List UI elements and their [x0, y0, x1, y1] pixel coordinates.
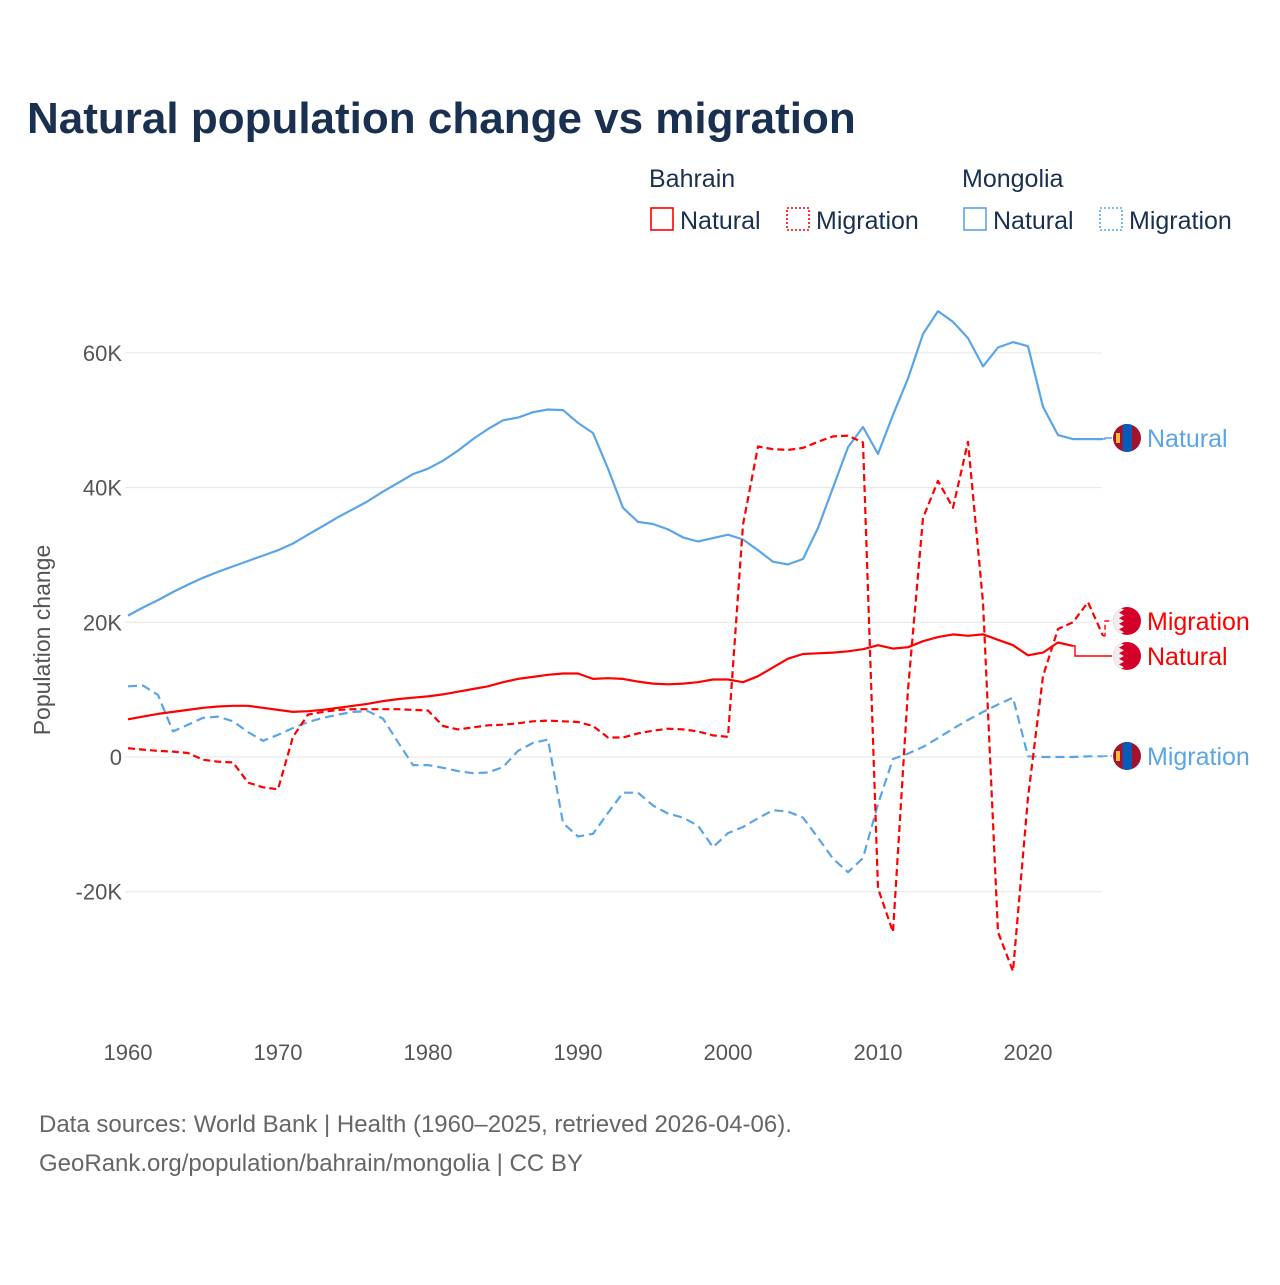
y-tick-label: 40K	[83, 476, 122, 501]
series-line-bahrain-migration	[128, 436, 1103, 972]
mongolia-flag-icon	[1113, 424, 1141, 452]
legend-group-bahrain: Bahrain	[649, 165, 735, 193]
series-line-mongolia-migration	[128, 686, 1103, 873]
end-label-bahrain-natural: Natural	[1147, 643, 1228, 671]
x-tick-label: 1980	[404, 1040, 453, 1065]
source-line-2[interactable]: GeoRank.org/population/bahrain/mongolia …	[39, 1150, 583, 1177]
y-tick-label: 60K	[83, 341, 122, 366]
gridlines	[125, 353, 1102, 892]
x-tick-label: 2010	[854, 1040, 903, 1065]
legend-item-bahrain-natural[interactable]: Natural	[680, 207, 761, 235]
y-axis-label: Population change	[29, 545, 55, 736]
flag-soyombo	[1116, 751, 1120, 761]
end-label-mongolia-natural: Natural	[1147, 425, 1228, 453]
legend-swatch-bahrain-migration	[787, 208, 809, 230]
end-label-mongolia-migration: Migration	[1147, 743, 1250, 771]
label-connector	[1073, 646, 1112, 656]
legend-item-mongolia-natural[interactable]: Natural	[993, 207, 1074, 235]
y-axis: -20K 0 20K 40K 60K	[76, 341, 123, 905]
bahrain-flag-icon	[1113, 607, 1141, 635]
mongolia-flag-icon	[1113, 742, 1141, 770]
legend-swatch-mongolia-natural	[964, 208, 986, 230]
series-lines	[128, 311, 1103, 971]
legend-swatch-mongolia-migration	[1100, 208, 1122, 230]
legend-item-mongolia-migration[interactable]: Migration	[1129, 207, 1232, 235]
legend-item-bahrain-migration[interactable]: Migration	[816, 207, 919, 235]
flag-blue	[1123, 424, 1133, 452]
end-labels: Natural Migration Natural Migration	[1073, 424, 1250, 771]
y-tick-label: 0	[110, 745, 122, 770]
end-label-bahrain-migration: Migration	[1147, 608, 1250, 636]
flag-body	[1113, 742, 1141, 770]
y-tick-label: -20K	[76, 880, 123, 905]
x-tick-label: 1990	[554, 1040, 603, 1065]
x-tick-label: 1960	[104, 1040, 153, 1065]
chart-title: Natural population change vs migration	[27, 94, 856, 143]
bahrain-flag-icon	[1113, 642, 1141, 670]
series-line-mongolia-natural	[128, 311, 1103, 615]
x-axis: 1960 1970 1980 1990 2000 2010 2020	[104, 1040, 1053, 1065]
legend-group-mongolia: Mongolia	[962, 165, 1064, 193]
flag-body	[1113, 607, 1141, 635]
y-tick-label: 20K	[83, 610, 122, 635]
series-line-bahrain-natural	[128, 634, 1073, 719]
flag-soyombo	[1116, 433, 1120, 443]
flag-body	[1113, 642, 1141, 670]
legend-swatch-bahrain-natural	[651, 208, 673, 230]
x-tick-label: 1970	[254, 1040, 303, 1065]
x-tick-label: 2000	[704, 1040, 753, 1065]
flag-body	[1113, 424, 1141, 452]
flag-blue	[1123, 742, 1133, 770]
label-connector	[1103, 621, 1112, 636]
legend: Bahrain Natural Migration Mongolia Natur…	[649, 165, 1232, 235]
label-connector	[1103, 438, 1112, 439]
x-tick-label: 2020	[1004, 1040, 1053, 1065]
source-line-1: Data sources: World Bank | Health (1960–…	[39, 1111, 792, 1138]
